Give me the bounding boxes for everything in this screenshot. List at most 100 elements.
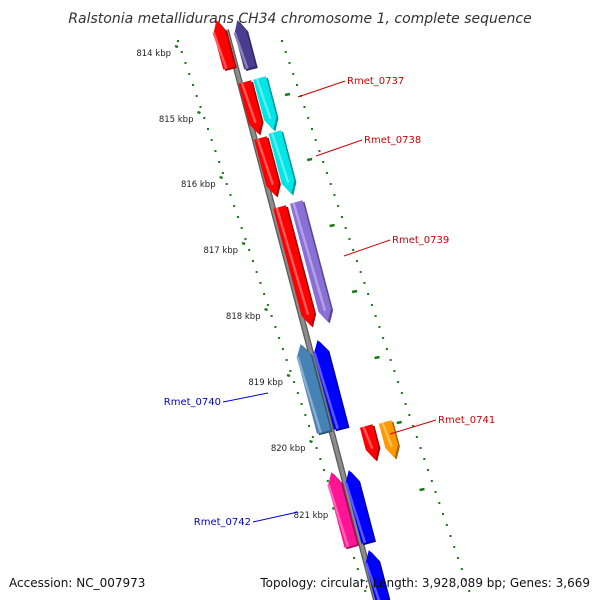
gene-arrow[interactable] [273,205,317,328]
ruler-dot [218,161,221,163]
gene-arrow[interactable] [268,130,297,196]
ruler-dot [259,282,262,284]
ruler-dot [177,40,179,42]
gene-arrow-highlight [296,356,322,434]
ruler-dot [244,238,247,240]
ruler-tick [351,289,358,294]
gene-arrow-highlight [212,32,228,70]
gene-arrow[interactable] [327,472,360,550]
gene-label[interactable]: Rmet_0739 [392,235,449,246]
ruler-dot [378,326,381,328]
kbp-tick-label: 820 kbp [271,444,306,454]
ruler-dot [453,546,456,548]
ruler-dot [356,568,359,570]
ruler-dot [427,469,430,471]
ruler-dot [322,161,325,163]
ruler-dot [289,370,292,372]
ruler-dot [274,326,277,328]
genome-stats-text: Topology: circular; Length: 3,928,089 bp… [260,576,590,590]
ruler-dot [389,359,392,361]
ruler-dot [419,447,422,449]
kbp-tick-mark [174,44,179,49]
ruler-dot [307,117,310,119]
ruler-dot [329,183,332,185]
ruler-tick [374,355,380,360]
ruler-dot [229,194,232,196]
ruler-dot [445,524,448,526]
ruler-dot [310,128,313,130]
gene-arrow-body [234,20,256,70]
gene-arrow-highlight [275,207,310,316]
ruler-dot [292,73,295,75]
ruler-dot [300,403,303,405]
kbp-tick-mark [264,307,268,312]
ruler-dot [288,62,291,64]
ruler-dot [266,304,269,306]
ruler-dot [236,216,239,218]
ruler-dot [203,117,206,119]
gene-label[interactable]: Rmet_0738 [364,135,421,146]
ruler-dot [340,216,343,218]
ruler-dot [278,337,281,339]
gene-arrow-body [328,472,358,548]
ruler-dot [360,579,363,581]
kbp-tick-label: 819 kbp [248,378,283,388]
gene-arrow[interactable] [296,344,333,436]
ruler-dot [180,51,183,53]
gene-arrow[interactable] [233,20,258,71]
gene-arrow[interactable] [313,340,350,432]
gene-arrow[interactable] [359,424,381,462]
ruler-dot [248,249,251,251]
kbp-tick-mark [219,175,224,180]
ruler-dot [319,458,322,460]
ruler-dot [214,150,217,152]
gene-arrow[interactable] [253,76,279,132]
kbp-tick-mark [309,439,313,444]
ruler-dot [188,73,191,75]
kbp-tick-label: 814 kbp [136,49,171,59]
gene-label[interactable]: Rmet_0737 [347,76,404,87]
gene-arrow-highlight [313,352,339,430]
gene-arrow[interactable] [378,420,400,460]
gene-label-leader [222,392,269,403]
gene-arrow[interactable] [290,200,334,324]
ruler-dot [353,557,356,559]
ruler-dot [303,106,306,108]
ruler-dot [393,370,396,372]
gene-label[interactable]: Rmet_0740 [164,397,221,408]
ruler-dot [270,315,273,317]
ruler-dot [311,436,314,438]
ruler-dot [221,172,224,174]
accession-text: Accession: NC_007973 [9,576,146,590]
kbp-tick-mark [286,373,291,378]
gene-arrow[interactable] [212,20,237,71]
ruler-dot [296,392,299,394]
ruler-dot [438,502,441,504]
ruler-dot [367,293,370,295]
ruler-dot [382,337,385,339]
gene-arrow-highlight [240,82,257,124]
gene-arrow-highlight [362,426,374,450]
ruler-tick [329,223,335,228]
ruler-dot [408,414,411,416]
gene-label[interactable]: Rmet_0742 [194,517,251,528]
gene-label-leader [389,419,437,435]
ruler-dot [318,150,321,152]
gene-arrow-body [345,470,374,544]
ruler-dot [304,414,307,416]
gene-arrow[interactable] [364,550,391,600]
ruler-dot [344,227,347,229]
ruler-dot [434,491,437,493]
kbp-tick-label: 815 kbp [159,115,194,125]
ruler-dot [293,381,296,383]
ruler-dot [255,271,258,273]
ruler-dot [359,271,362,273]
ruler-dot [206,128,209,130]
gene-arrow-highlight [381,422,393,448]
ruler-dot [281,40,283,42]
gene-arrow[interactable] [344,470,376,546]
gene-arrow[interactable] [238,80,264,136]
gene-arrow[interactable] [254,136,281,198]
gene-label[interactable]: Rmet_0741 [438,415,495,426]
